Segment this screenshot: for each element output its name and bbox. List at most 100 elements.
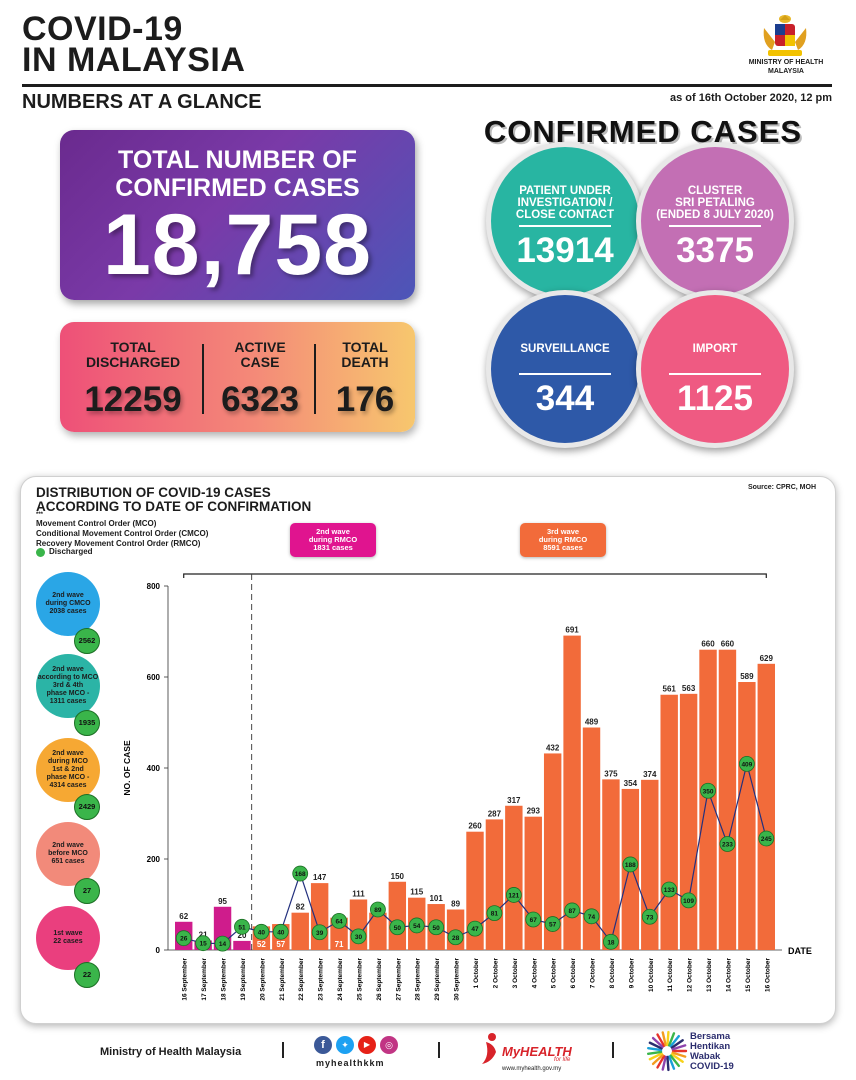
youtube-icon[interactable]: ▶ <box>358 1036 376 1054</box>
campaign-text: Bersama Hentikan Wabak COVID-19 <box>690 1032 734 1072</box>
discharged-marker <box>583 908 600 925</box>
case-bar <box>699 649 717 950</box>
x-tick-label: 22 September <box>298 958 305 1001</box>
bubble-label-line: SURVEILLANCE <box>520 343 610 355</box>
case-value-label: 95 <box>218 897 227 906</box>
bubble-value: 344 <box>535 379 595 418</box>
instagram-icon[interactable]: ◎ <box>380 1036 398 1054</box>
total-cases-label: TOTAL NUMBER OF CONFIRMED CASES <box>60 146 415 202</box>
side-wave-line: 4314 cases <box>49 782 87 789</box>
as-of-date: as of 16th October 2020, 12 pm <box>669 92 832 104</box>
bubble-cluster-sri-petaling: CLUSTER SRI PETALING (ENDED 8 JULY 2020)… <box>636 142 794 300</box>
side-wave-line: 1st & 2nd <box>52 766 84 773</box>
sunburst-ray <box>667 1032 676 1047</box>
case-value-label: 147 <box>313 873 327 882</box>
page-subtitle: NUMBERS AT A GLANCE <box>22 91 262 113</box>
discharged-value-label: 64 <box>335 918 343 925</box>
side-wave-text: 2nd wave during CMCO 2038 cases <box>45 592 90 616</box>
case-bar <box>563 635 581 950</box>
x-tick-label: 23 September <box>318 958 325 1001</box>
twitter-icon[interactable]: ✦ <box>336 1036 354 1054</box>
title-line-1: COVID-19 <box>22 10 183 48</box>
case-bar <box>641 779 659 950</box>
confirmed-cases-title: CONFIRMED CASES <box>483 114 803 149</box>
facebook-icon[interactable]: f <box>314 1036 332 1054</box>
wave-box-line: 8591 cases <box>543 543 583 552</box>
y-tick-label: 800 <box>147 582 161 591</box>
total-cases-value: 18,758 <box>102 197 373 293</box>
y-tick-label: 400 <box>147 764 161 773</box>
source-note: Source: CPRC, MOH <box>747 484 816 491</box>
bubble-value: 3375 <box>676 231 754 270</box>
case-value-label: 375 <box>604 769 618 778</box>
case-bar <box>233 940 251 950</box>
y-tick-label: 0 <box>156 946 161 955</box>
side-wave-line: 1311 cases <box>49 698 87 705</box>
case-value-label: 89 <box>451 900 460 909</box>
x-tick-label: 10 October <box>648 958 655 992</box>
case-bar <box>582 727 601 950</box>
case-bar <box>505 805 523 950</box>
stat-label-line: TOTAL <box>110 339 156 355</box>
discharged-value-label: 168 <box>295 871 306 878</box>
bubble-divider <box>669 225 761 227</box>
sunburst-ray <box>647 1050 663 1056</box>
total-label-line-1: TOTAL NUMBER OF <box>118 146 357 174</box>
malaysia-coat-of-arms-icon <box>763 15 807 56</box>
myhealth-url: www.myhealth.gov.my <box>502 1066 562 1072</box>
case-value-label: 660 <box>701 640 715 649</box>
discharged-value-label: 50 <box>433 925 441 932</box>
x-tick-label: 26 September <box>376 958 383 1001</box>
sunburst-ray <box>648 1052 663 1061</box>
x-tick-label: 11 October <box>667 958 674 992</box>
bubble-label: CLUSTER SRI PETALING (ENDED 8 JULY 2020) <box>649 185 781 221</box>
side-wave-circle: 2nd wave before MCO 651 cases <box>36 822 100 886</box>
discharged-value-label: 350 <box>703 788 714 795</box>
x-tick-label: 4 October <box>531 958 538 989</box>
x-tick-label: 20 September <box>259 958 266 1001</box>
bubble-label: PATIENT UNDER INVESTIGATION / CLOSE CONT… <box>499 185 631 221</box>
discharged-legend-dot <box>36 548 45 557</box>
discharged-marker <box>428 919 445 936</box>
case-value-label: 691 <box>565 626 579 635</box>
discharged-marker <box>467 920 483 937</box>
discharged-value-label: 73 <box>646 914 654 921</box>
sunburst-ray <box>648 1041 663 1050</box>
discharged-marker <box>408 917 425 934</box>
stat-divider <box>202 344 204 414</box>
x-tick-label: 14 October <box>725 958 732 992</box>
myhealth-text: MyHEALTH <box>502 1044 572 1059</box>
sunburst-ray <box>656 1033 666 1048</box>
footer-separator <box>438 1042 440 1058</box>
discharged-marker <box>175 930 192 947</box>
x-tick-label: 15 October <box>745 958 752 992</box>
discharged-value-label: 40 <box>277 929 285 936</box>
wave-box-line: 3rd wave <box>546 527 580 536</box>
side-wave-line: according to MCO <box>37 674 99 681</box>
distribution-title: DISTRIBUTION OF COVID-19 CASES ACCORDING… <box>36 486 396 514</box>
sunburst-campaign-icon <box>647 1030 688 1072</box>
discharged-marker <box>486 905 503 922</box>
side-wave-discharged: 1935 <box>74 710 100 736</box>
side-wave-line: 2nd wave <box>52 592 84 599</box>
discharged-marker <box>253 923 270 940</box>
footer-separator <box>612 1042 614 1058</box>
case-value-label: 660 <box>721 640 735 649</box>
stat-divider <box>314 344 316 414</box>
discharged-marker <box>603 933 619 950</box>
sunburst-ray <box>661 1031 667 1047</box>
header-divider <box>22 84 832 87</box>
stat-label-line: DISCHARGED <box>85 354 181 370</box>
side-wave-circle: 2nd wave according to MCO 3rd & 4th phase M… <box>36 654 100 718</box>
case-bar <box>718 649 737 950</box>
discharged-marker <box>292 865 309 882</box>
y-axis-title: NO. OF CASE <box>122 740 132 796</box>
discharged-marker <box>350 928 367 945</box>
title-line-2: IN MALAYSIA <box>22 41 246 79</box>
discharged-marker <box>331 912 347 929</box>
discharged-legend-label: Discharged <box>49 547 93 556</box>
case-value-label: 115 <box>410 888 423 897</box>
discharged-value-label: 39 <box>316 930 324 937</box>
discharged-marker <box>272 923 289 940</box>
x-tick-label: 8 October <box>609 958 616 989</box>
